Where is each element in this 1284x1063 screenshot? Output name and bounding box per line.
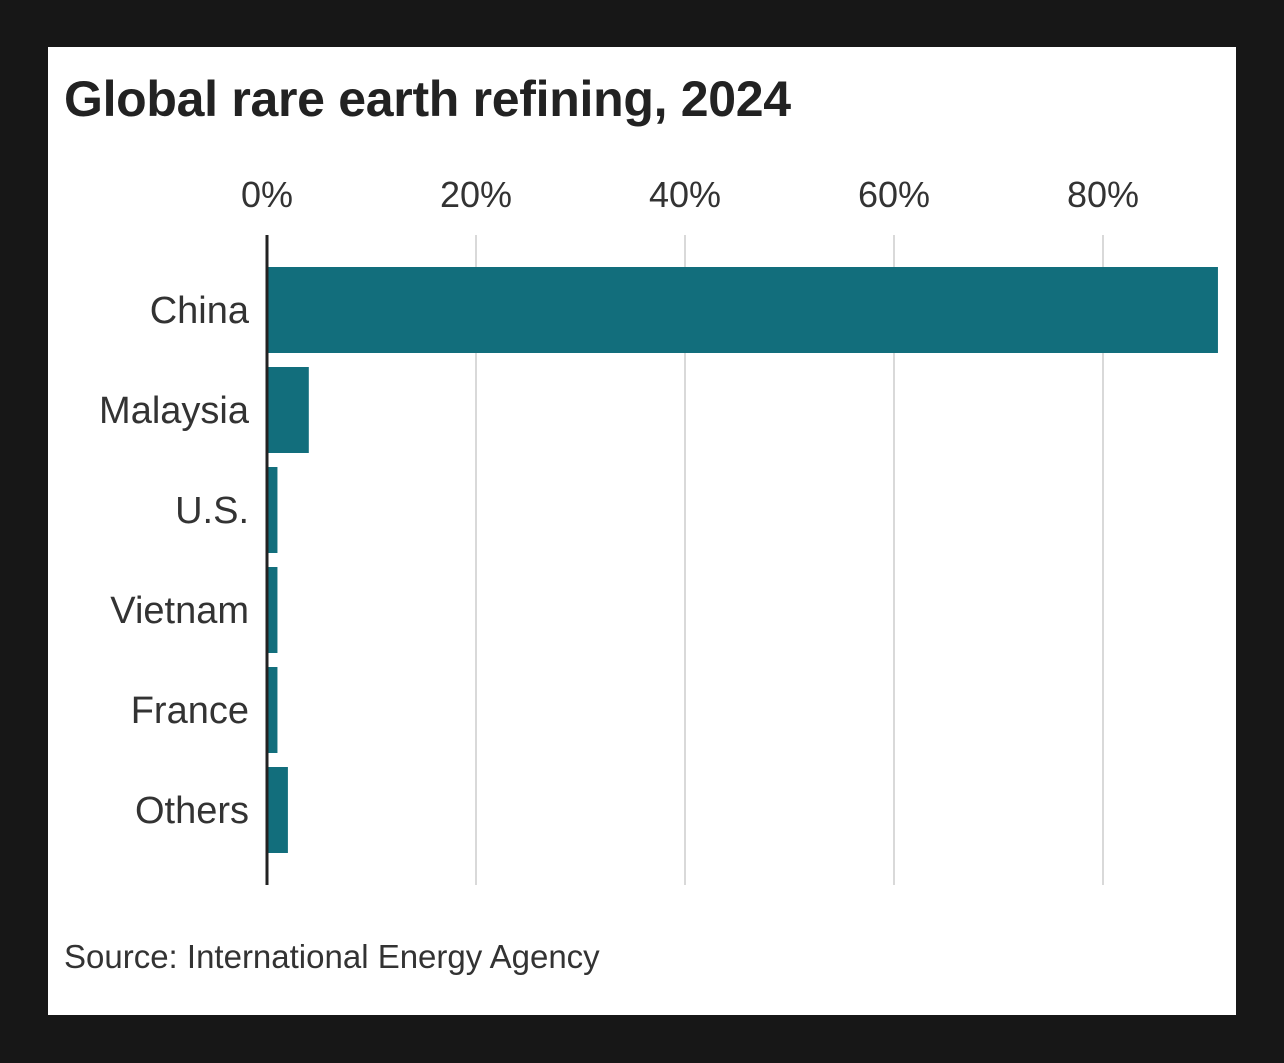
- category-label: France: [131, 690, 249, 732]
- chart-title: Global rare earth refining, 2024: [64, 71, 791, 127]
- source-note: Source: International Energy Agency: [64, 938, 600, 975]
- bar-others: [267, 767, 288, 853]
- x-tick-label: 80%: [1067, 174, 1139, 215]
- category-label: Vietnam: [110, 590, 249, 632]
- bar-vietnam: [267, 567, 278, 653]
- bar-malaysia: [267, 367, 309, 453]
- bar-france: [267, 667, 278, 753]
- bar-china: [267, 267, 1218, 353]
- category-label: U.S.: [175, 490, 249, 532]
- x-tick-label: 0%: [241, 174, 293, 215]
- category-label: China: [150, 290, 250, 332]
- category-label: Others: [135, 790, 249, 832]
- x-tick-label: 20%: [440, 174, 512, 215]
- bar-us: [267, 467, 278, 553]
- chart-panel: [48, 47, 1236, 1015]
- x-tick-label: 60%: [858, 174, 930, 215]
- x-tick-label: 40%: [649, 174, 721, 215]
- category-label: Malaysia: [99, 390, 250, 432]
